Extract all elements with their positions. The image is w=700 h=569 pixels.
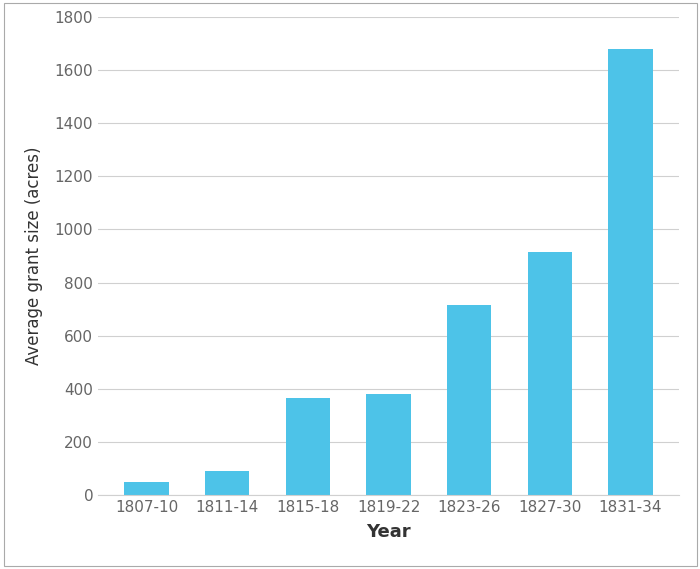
Bar <box>447 305 491 495</box>
Y-axis label: Average grant size (acres): Average grant size (acres) <box>25 147 43 365</box>
Bar <box>366 394 411 495</box>
Bar <box>608 49 652 495</box>
X-axis label: Year: Year <box>366 523 411 541</box>
Bar <box>528 252 572 495</box>
Bar <box>205 471 249 495</box>
Bar <box>286 398 330 495</box>
Bar <box>125 482 169 495</box>
